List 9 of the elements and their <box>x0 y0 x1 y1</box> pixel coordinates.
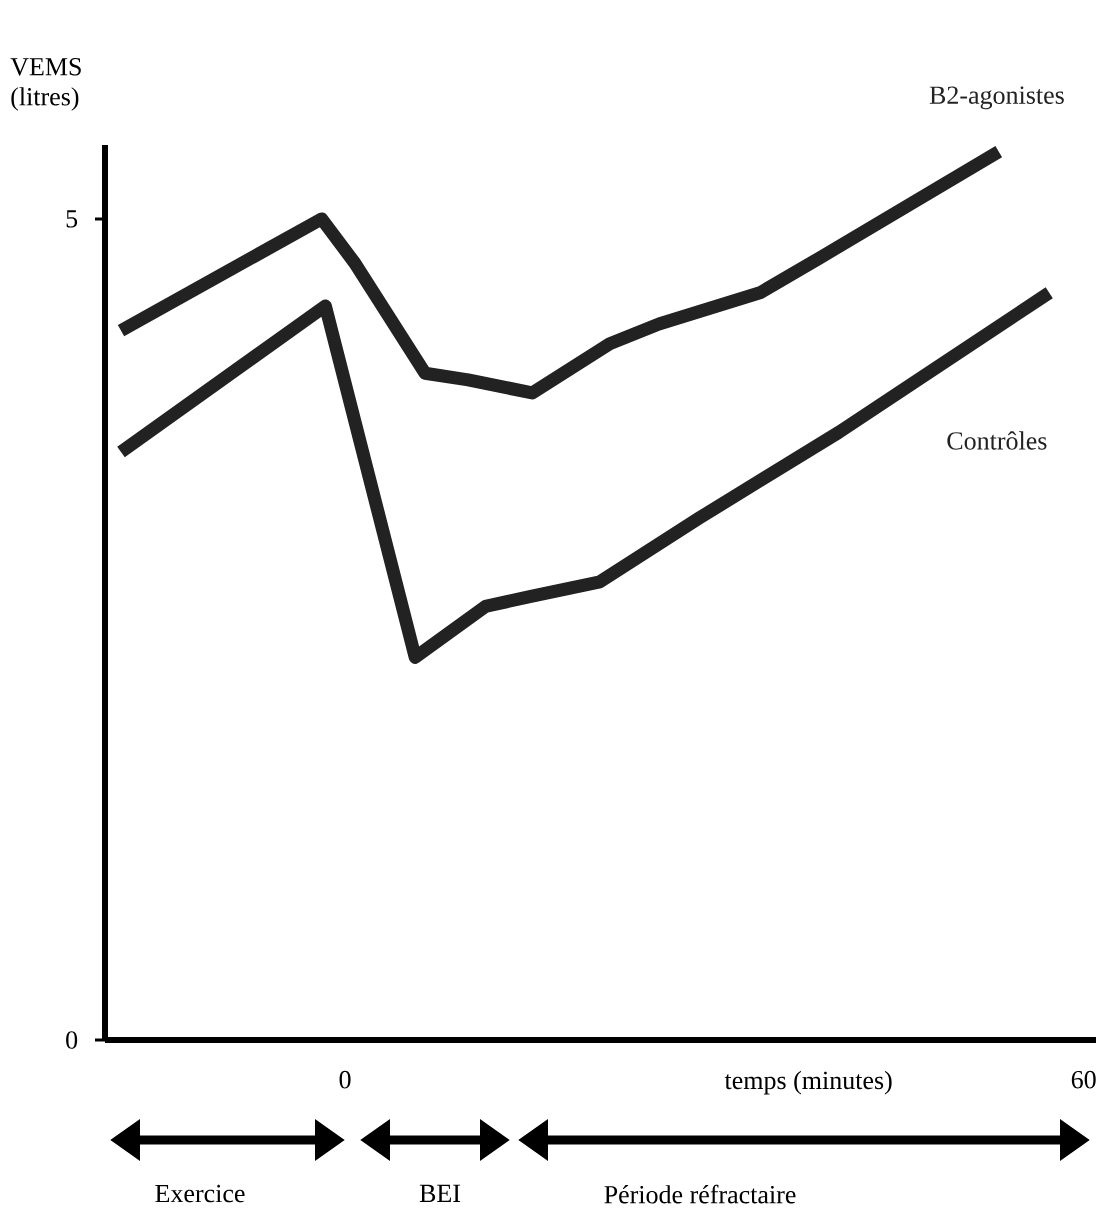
text: Exercice <box>155 1184 245 1203</box>
y-axis-title: VEMS (litres) <box>10 58 81 111</box>
y-tick-label: 5 <box>66 210 78 228</box>
x-tick-label: 60 <box>1071 1070 1096 1089</box>
x-axis-title: temps (minutes) <box>724 1070 892 1095</box>
text: Période réfractaire <box>604 1184 796 1204</box>
text: Contrôles <box>947 431 1047 450</box>
text: BEI <box>419 1184 461 1202</box>
text: B2-agonistes <box>929 86 1064 110</box>
